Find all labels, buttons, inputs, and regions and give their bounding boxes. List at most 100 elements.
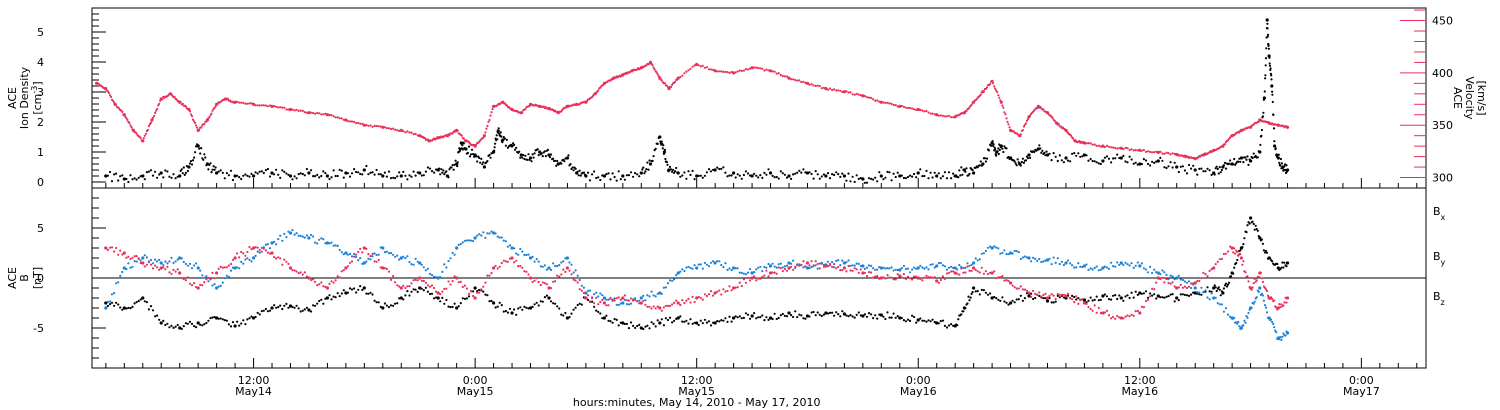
field-z-sample	[1025, 289, 1029, 292]
field-y-sample	[849, 264, 852, 267]
field-y-sample	[223, 277, 226, 280]
field-x-sample	[168, 326, 171, 329]
field-z-sample	[580, 289, 583, 292]
field-z-sample	[748, 279, 752, 282]
field-y-sample	[164, 260, 167, 263]
field-z-sample	[350, 260, 354, 263]
field-y-sample	[722, 266, 725, 269]
field-x-sample	[149, 305, 153, 308]
velocity-sample	[445, 134, 448, 137]
density-sample	[685, 177, 688, 180]
density-sample	[962, 168, 965, 171]
field-x-sample	[818, 313, 821, 316]
density-sample	[638, 175, 641, 178]
field-y-sample	[1091, 268, 1094, 271]
field-x-sample	[139, 298, 142, 301]
velocity-sample	[671, 83, 674, 86]
field-z-sample	[870, 271, 873, 274]
density-sample	[736, 173, 739, 176]
field-y-sample	[1280, 338, 1283, 341]
field-y-sample	[168, 260, 171, 263]
field-z-sample	[176, 268, 179, 271]
field-x-sample	[828, 311, 832, 314]
field-x-point	[676, 316, 680, 320]
velocity-sample	[783, 75, 787, 78]
velocity-sample	[1163, 152, 1166, 155]
velocity-sample	[676, 78, 679, 81]
field-y-sample	[816, 267, 819, 270]
velocity-sample	[1054, 121, 1057, 124]
velocity-sample	[855, 92, 858, 95]
density-sample	[1282, 168, 1285, 171]
velocity-sample	[1134, 149, 1137, 152]
field-z-sample	[816, 262, 819, 266]
density-point	[547, 153, 551, 157]
field-x-sample	[1007, 303, 1010, 306]
field-y-sample	[831, 261, 834, 264]
field-x-sample	[765, 316, 768, 319]
density-sample	[1165, 166, 1168, 170]
field-z-sample	[201, 284, 204, 287]
velocity-sample	[652, 66, 655, 69]
velocity-sample	[342, 118, 345, 121]
velocity-sample	[142, 137, 145, 140]
field-z-sample	[792, 268, 795, 271]
density-sample	[837, 173, 840, 176]
field-y-sample	[607, 298, 610, 301]
field-x-sample	[1230, 275, 1233, 278]
density-sample	[488, 153, 491, 157]
field-z-point	[325, 286, 329, 290]
field-z-sample	[894, 278, 897, 281]
field-y-sample	[1279, 336, 1282, 339]
field-z-sample	[521, 266, 524, 269]
field-x-sample	[1217, 286, 1220, 289]
field-y-sample	[1252, 302, 1255, 305]
velocity-sample	[318, 112, 321, 115]
field-z-sample	[383, 267, 386, 270]
field-x-sample	[792, 315, 795, 319]
density-sample	[438, 167, 441, 170]
velocity-sample	[238, 101, 241, 104]
field-z-sample	[133, 255, 136, 258]
density-sample	[205, 164, 208, 167]
field-x-point	[695, 321, 699, 325]
density-sample	[1190, 167, 1193, 170]
legend-y: By	[1433, 250, 1446, 267]
field-x-point	[935, 321, 939, 325]
velocity-point	[879, 100, 883, 104]
field-y-sample	[172, 261, 175, 265]
field-x-sample	[632, 324, 635, 327]
field-y-point	[362, 261, 366, 265]
field-x-sample	[209, 317, 212, 320]
density-sample	[560, 162, 563, 165]
velocity-sample	[865, 96, 869, 99]
field-x-sample	[746, 313, 750, 316]
field-z-sample	[650, 307, 653, 310]
field-x-sample	[1233, 266, 1236, 269]
field-z-sample	[986, 273, 990, 276]
field-y-sample	[705, 263, 709, 266]
field-y-sample	[1202, 290, 1205, 294]
field-z-sample	[863, 271, 867, 274]
field-y-point	[252, 256, 256, 260]
field-y-sample	[166, 262, 169, 265]
field-y-sample	[755, 268, 758, 271]
field-y-sample	[1097, 269, 1100, 272]
x-tick-label-date: May14	[235, 385, 272, 398]
field-z-sample	[941, 275, 945, 278]
density-sample	[979, 160, 982, 163]
velocity-sample	[463, 139, 466, 142]
field-x-sample	[211, 316, 214, 319]
density-sample	[1257, 150, 1260, 153]
field-z-sample	[945, 272, 949, 275]
density-tick-label: 5	[37, 26, 44, 39]
field-x-point	[1138, 291, 1142, 295]
velocity-sample	[863, 95, 867, 98]
field-y-sample	[777, 263, 780, 266]
field-x-sample	[607, 319, 610, 322]
field-y-sample	[613, 297, 616, 300]
density-sample	[1095, 161, 1098, 164]
field-y-sample	[361, 262, 364, 265]
density-sample	[468, 155, 472, 158]
field-x-sample	[894, 316, 897, 319]
